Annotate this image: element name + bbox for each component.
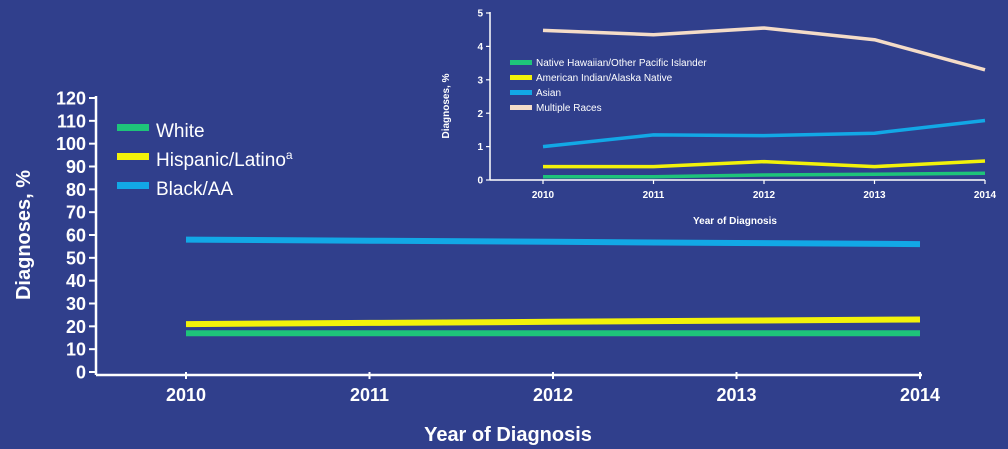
main-legend: White Hispanic/Latinoa Black/AA [117, 121, 293, 200]
legend-label-hispanic-text: Hispanic/Latino [156, 150, 286, 171]
legend-label-hispanic: Hispanic/Latinoa [156, 148, 293, 171]
legend-swatch-white [117, 124, 149, 131]
inset-legend-swatch-aian [510, 75, 532, 80]
main-x-tick-label: 2014 [900, 385, 940, 405]
main-x-tick-label: 2012 [533, 385, 573, 405]
inset-y-tick-label: 1 [477, 142, 483, 153]
main-series-line-black-aa [185, 236, 921, 248]
inset-legend-label-nhopi: Native Hawaiian/Other Pacific Islander [536, 58, 707, 69]
legend-label-white: White [156, 121, 205, 142]
inset-x-axis-title: Year of Diagnosis [693, 216, 777, 227]
inset-legend: Native Hawaiian/Other Pacific Islander A… [510, 58, 707, 114]
main-y-tick-label: 90 [66, 157, 86, 177]
main-x-tick-label: 2013 [716, 385, 756, 405]
main-y-tick-label: 100 [56, 134, 86, 154]
inset-series-line-american-indian-alaska-native [543, 159, 986, 169]
inset-x-tick-label: 2011 [643, 190, 665, 201]
inset-series-line-multiple-races [542, 26, 986, 72]
main-y-tick-label: 50 [66, 248, 86, 268]
main-x-axis-title: Year of Diagnosis [424, 424, 592, 446]
legend-label-hispanic-superscript: a [286, 148, 293, 162]
inset-y-tick-label: 0 [477, 176, 483, 187]
inset-x-tick-label: 2014 [974, 190, 997, 201]
main-x-tick-label: 2011 [350, 385, 389, 405]
main-y-tick-label: 110 [57, 111, 86, 131]
main-y-tick-label: 120 [56, 88, 86, 108]
main-series-line-hispanic-latino [185, 316, 921, 328]
inset-legend-label-asian: Asian [536, 88, 561, 99]
inset-y-tick-label: 3 [477, 75, 483, 86]
inset-legend-swatch-nhopi [510, 60, 532, 65]
main-y-axis-title: Diagnoses, % [13, 170, 35, 300]
inset-y-axis-title: Diagnoses, % [441, 73, 452, 138]
main-y-tick-label: 20 [66, 317, 86, 337]
inset-x-tick-label: 2013 [863, 190, 886, 201]
main-y-tick-label: 0 [76, 362, 86, 382]
main-y-tick-label: 80 [66, 180, 86, 200]
inset-y-tick-label: 5 [477, 9, 483, 20]
inset-x-tick-label: 2012 [753, 190, 776, 201]
inset-series-line-native-hawaiian-other-pacific-islander [543, 171, 986, 179]
main-y-tick-label: 60 [66, 225, 86, 245]
main-y-tick-label: 70 [66, 203, 86, 223]
main-y-tick-label: 40 [66, 271, 86, 291]
inset-series-line-asian [542, 118, 986, 149]
legend-swatch-hispanic [117, 153, 149, 160]
legend-label-black: Black/AA [156, 179, 233, 200]
inset-y-tick-label: 4 [477, 42, 483, 53]
main-y-tick-label: 30 [66, 294, 86, 314]
legend-swatch-black [117, 182, 149, 189]
inset-legend-label-aian: American Indian/Alaska Native [536, 73, 673, 84]
inset-legend-label-multiple: Multiple Races [536, 103, 602, 114]
main-x-tick-label: 2010 [166, 385, 206, 405]
inset-y-tick-label: 2 [477, 109, 483, 120]
inset-chart: 0 1 2 3 4 5 2010 2011 2012 2013 2014 Diagnoses, %… [441, 9, 997, 227]
main-y-tick-label: 10 [66, 340, 86, 360]
inset-x-tick-label: 2010 [532, 190, 555, 201]
inset-legend-swatch-multiple [510, 105, 532, 110]
inset-legend-swatch-asian [510, 90, 532, 95]
